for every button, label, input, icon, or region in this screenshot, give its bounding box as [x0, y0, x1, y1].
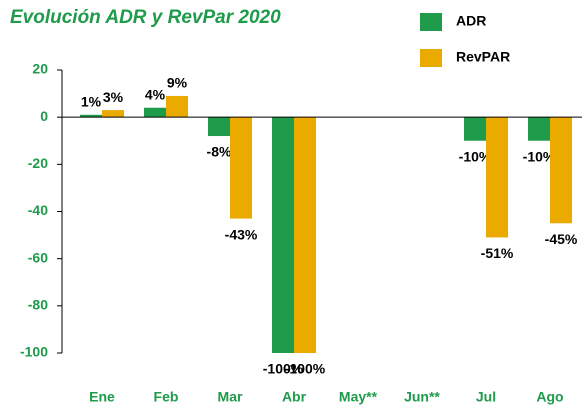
data-label: -45% [545, 231, 578, 247]
data-label: -8% [207, 144, 232, 160]
y-tick-label: -60 [28, 249, 48, 265]
x-tick-label: Jun** [404, 389, 440, 405]
chart-title: Evolución ADR y RevPar 2020 [10, 7, 281, 28]
data-label: -51% [481, 245, 514, 261]
bar [230, 117, 252, 219]
bar [486, 117, 508, 238]
data-label: 3% [103, 89, 124, 105]
bar [208, 117, 230, 137]
data-label: -100% [285, 361, 326, 377]
x-tick-label: Abr [282, 389, 307, 405]
bar [272, 117, 294, 354]
x-tick-label: Ago [536, 389, 563, 405]
y-tick-label: 0 [40, 108, 48, 124]
bar [528, 117, 550, 141]
bar [102, 110, 124, 118]
data-label: -100% [263, 361, 304, 377]
legend-swatch [420, 49, 442, 67]
x-tick-label: Jul [476, 389, 496, 405]
data-label: -10% [459, 148, 492, 164]
x-tick-label: May** [339, 389, 378, 405]
legend-swatch [420, 13, 442, 31]
data-label: -10% [523, 148, 556, 164]
x-tick-label: Feb [154, 389, 179, 405]
bar [550, 117, 572, 224]
bar [464, 117, 486, 141]
y-tick-label: -40 [28, 202, 48, 218]
bar [294, 117, 316, 354]
y-tick-label: -100 [20, 344, 48, 360]
y-tick-label: -80 [28, 297, 48, 313]
data-label: -43% [225, 226, 258, 242]
data-label: 1% [81, 94, 102, 110]
y-tick-label: -20 [28, 155, 48, 171]
y-tick-label: 20 [32, 61, 48, 77]
bar [166, 95, 188, 118]
legend-label: RevPAR [456, 49, 510, 65]
bar [144, 107, 166, 118]
x-tick-label: Ene [89, 389, 115, 405]
bar [80, 114, 102, 118]
legend-label: ADR [456, 13, 486, 29]
data-label: 9% [167, 75, 188, 91]
x-tick-label: Mar [218, 389, 243, 405]
data-label: 4% [145, 86, 166, 102]
